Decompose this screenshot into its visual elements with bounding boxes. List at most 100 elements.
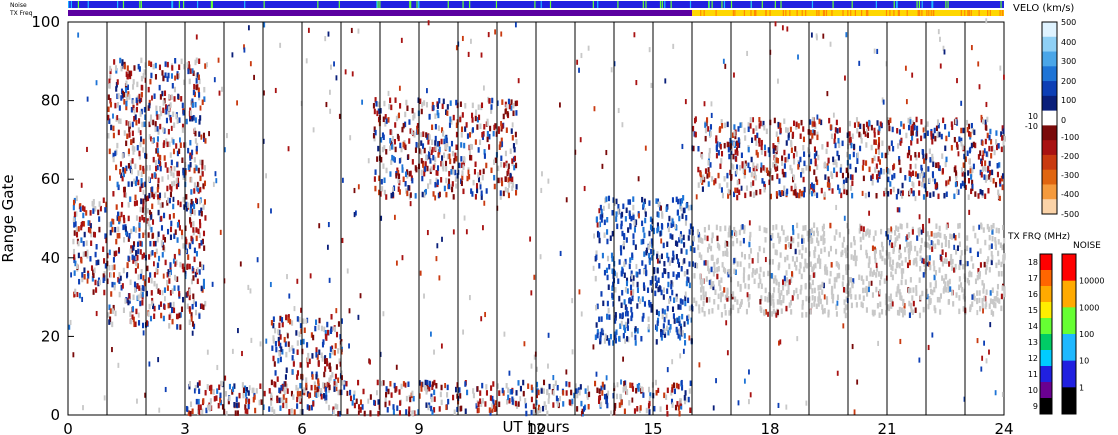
scatter-point (748, 262, 751, 269)
scatter-point (981, 303, 984, 309)
scatter-point (844, 287, 847, 293)
scatter-point (335, 331, 339, 338)
scatter-point (569, 400, 572, 406)
scatter-point (687, 235, 690, 241)
scatter-point (195, 145, 198, 152)
txfreq-bar-tick (789, 10, 791, 16)
scatter-point (189, 401, 193, 407)
scatter-point (574, 383, 577, 389)
scatter-point (629, 223, 632, 230)
scatter-point (966, 245, 969, 252)
scatter-point (107, 312, 110, 318)
scatter-point (332, 409, 335, 416)
scatter-point (205, 407, 208, 414)
scatter-point (649, 216, 652, 223)
scatter-point (165, 117, 168, 124)
scatter-point (680, 248, 683, 254)
scatter-point (166, 228, 170, 235)
scatter-point (480, 194, 483, 200)
scatter-point (165, 108, 168, 115)
scatter-point (401, 167, 404, 173)
scatter-point (776, 309, 779, 316)
scatter-point (708, 171, 711, 178)
scatter-point (740, 185, 743, 191)
scatter-point (136, 255, 139, 261)
scatter-point (708, 279, 711, 286)
scatter-point (597, 398, 601, 404)
scatter-point (670, 398, 674, 405)
scatter-point (595, 304, 598, 311)
scatter-point (769, 193, 772, 200)
scatter-point (433, 396, 436, 402)
scatter-point (177, 181, 180, 187)
scatter-point (661, 211, 664, 217)
scatter-point (162, 273, 165, 279)
scatter-point (853, 249, 857, 256)
scatter-point (662, 287, 666, 293)
scatter-point (197, 167, 200, 174)
scatter-point (421, 143, 425, 149)
scatter-point (193, 91, 196, 98)
scatter-point (144, 114, 147, 120)
scatter-point (701, 179, 704, 185)
scatter-point (253, 394, 256, 400)
scatter-point (671, 384, 674, 390)
scatter-point (425, 386, 428, 392)
scatter-point (166, 185, 169, 192)
scatter-point (618, 295, 621, 302)
scatter-point (889, 234, 892, 241)
scatter-point (752, 128, 755, 134)
scatter-point (803, 186, 806, 193)
scatter-point (958, 222, 961, 229)
scatter-point (928, 177, 931, 184)
scatter-point (196, 72, 199, 78)
scatter-point (273, 361, 276, 367)
scatter-point (159, 301, 163, 307)
scatter-point (158, 64, 162, 71)
scatter-point (871, 157, 874, 164)
scatter-point (203, 165, 206, 171)
scatter-point (927, 344, 930, 351)
scatter-point (958, 264, 961, 271)
scatter-point (740, 152, 743, 159)
scatter-point (993, 302, 996, 308)
scatter-point (719, 163, 722, 169)
scatter-point (958, 232, 961, 239)
scatter-point (859, 223, 862, 230)
scatter-point (172, 258, 175, 264)
scatter-point (163, 304, 166, 310)
scatter-point (349, 395, 353, 402)
scatter-point (138, 216, 141, 223)
scatter-point (742, 167, 745, 174)
scatter-point (339, 389, 342, 396)
scatter-point (176, 118, 179, 124)
scatter-point (774, 249, 777, 255)
scatter-point (932, 191, 935, 197)
scatter-point (204, 63, 207, 69)
scatter-point (390, 129, 393, 136)
scatter-point (351, 71, 354, 77)
scatter-point (717, 150, 720, 156)
scatter-point (445, 109, 448, 116)
scatter-point (941, 261, 944, 267)
scatter-point (851, 180, 854, 186)
scatter-point (640, 335, 643, 342)
scatter-point (676, 209, 679, 216)
scatter-point (849, 174, 852, 180)
noise-bar-tick (947, 1, 949, 8)
scatter-point (272, 338, 275, 344)
scatter-point (153, 305, 156, 312)
scatter-point (92, 270, 95, 276)
scatter-point (849, 287, 852, 294)
scatter-point (922, 306, 925, 313)
scatter-point (174, 75, 176, 81)
scatter-point (173, 233, 176, 239)
scatter-point (957, 189, 960, 195)
scatter-point (299, 362, 302, 368)
scatter-point (159, 165, 162, 172)
scatter-point (947, 280, 950, 286)
scatter-point (957, 223, 960, 229)
scatter-point (920, 167, 924, 174)
scatter-point (873, 132, 876, 138)
scatter-point (292, 348, 295, 354)
